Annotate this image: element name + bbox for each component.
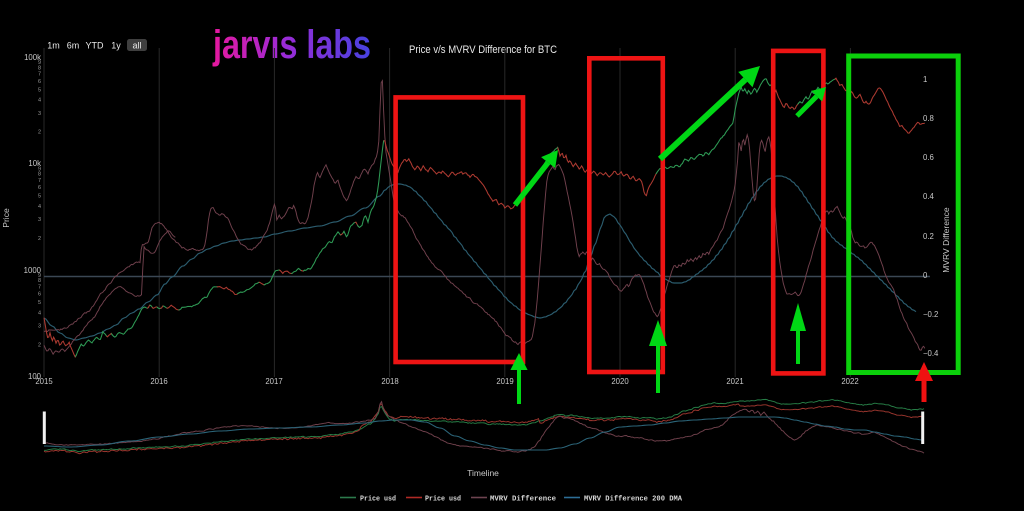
svg-text:2021: 2021 — [726, 377, 743, 386]
svg-text:2016: 2016 — [150, 377, 167, 386]
svg-text:4: 4 — [38, 98, 41, 104]
svg-text:100: 100 — [28, 372, 42, 381]
svg-text:2022: 2022 — [841, 377, 858, 386]
svg-text:0: 0 — [923, 271, 928, 280]
svg-text:3: 3 — [38, 111, 41, 117]
svg-text:Price usd: Price usd — [360, 496, 396, 504]
svg-text:6: 6 — [38, 185, 41, 191]
svg-text:2017: 2017 — [265, 377, 282, 386]
svg-text:3: 3 — [38, 217, 41, 223]
svg-text:3: 3 — [38, 324, 41, 330]
svg-text:7: 7 — [38, 72, 41, 78]
svg-text:1y: 1y — [111, 41, 121, 51]
svg-text:4: 4 — [38, 204, 41, 210]
svg-text:10k: 10k — [28, 159, 41, 168]
svg-text:0.4: 0.4 — [923, 192, 935, 201]
svg-text:0.2: 0.2 — [923, 232, 934, 241]
svg-text:8: 8 — [38, 278, 41, 284]
svg-text:8: 8 — [38, 66, 41, 72]
svg-text:2: 2 — [38, 236, 41, 242]
svg-text:1m: 1m — [47, 41, 60, 51]
svg-text:Price: Price — [1, 208, 11, 228]
svg-text:all: all — [132, 41, 141, 51]
svg-text:MVRV Difference 200 DMA: MVRV Difference 200 DMA — [584, 496, 682, 504]
svg-text:4: 4 — [38, 310, 41, 316]
svg-text:2015: 2015 — [35, 377, 53, 386]
svg-text:5: 5 — [38, 194, 41, 200]
svg-text:Price v/s MVRV Difference for: Price v/s MVRV Difference for BTC — [409, 44, 557, 56]
svg-text:6: 6 — [38, 79, 41, 85]
svg-text:9: 9 — [38, 60, 41, 66]
svg-text:2019: 2019 — [496, 377, 513, 386]
svg-text:2020: 2020 — [611, 377, 629, 386]
svg-text:7: 7 — [38, 284, 41, 290]
svg-text:2018: 2018 — [381, 377, 398, 386]
svg-text:YTD: YTD — [86, 41, 105, 51]
svg-text:−0.2: −0.2 — [923, 310, 938, 319]
svg-text:2: 2 — [38, 130, 41, 136]
svg-text:6m: 6m — [67, 41, 80, 51]
svg-text:−0.4: −0.4 — [923, 349, 939, 358]
svg-text:1: 1 — [923, 75, 927, 84]
svg-text:Price usd: Price usd — [425, 496, 461, 504]
svg-text:100k: 100k — [24, 53, 41, 62]
svg-text:2: 2 — [38, 342, 41, 348]
svg-text:9: 9 — [38, 166, 41, 172]
svg-text:jarvıs labs: jarvıs labs — [212, 23, 371, 67]
svg-text:6: 6 — [38, 292, 41, 298]
svg-text:0.8: 0.8 — [923, 114, 934, 123]
svg-text:0.6: 0.6 — [923, 153, 934, 162]
svg-text:8: 8 — [38, 172, 41, 178]
svg-text:5: 5 — [38, 87, 41, 93]
svg-text:MVRV Difference: MVRV Difference — [941, 207, 951, 273]
svg-text:5: 5 — [38, 300, 41, 306]
svg-text:Timeline: Timeline — [467, 468, 499, 478]
svg-text:9: 9 — [38, 273, 41, 279]
svg-text:1000: 1000 — [24, 266, 42, 275]
svg-text:MVRV Difference: MVRV Difference — [490, 496, 556, 504]
svg-text:7: 7 — [38, 178, 41, 184]
